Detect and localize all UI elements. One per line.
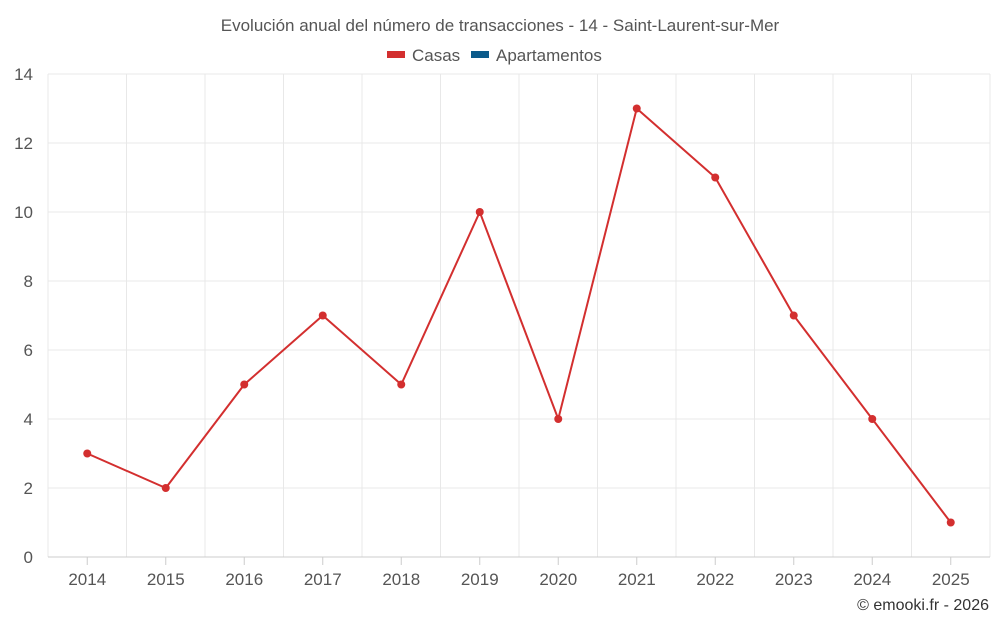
legend-label-casas: Casas [412, 46, 460, 65]
series-line [86, 107, 952, 524]
legend-label-apartamentos: Apartamentos [496, 46, 602, 65]
x-tick-label: 2018 [382, 570, 420, 589]
data-point[interactable] [240, 380, 249, 389]
data-point[interactable] [554, 415, 563, 423]
legend-item-casas[interactable]: Casas [387, 46, 460, 65]
data-point[interactable] [475, 208, 484, 216]
y-tick-label: 0 [24, 548, 33, 567]
y-tick-label: 12 [14, 134, 33, 153]
chart-title: Evolución anual del número de transaccio… [221, 16, 780, 35]
data-point[interactable] [868, 415, 877, 423]
credit-text: © emooki.fr - 2026 [857, 597, 989, 614]
legend-item-apartamentos[interactable]: Apartamentos [471, 46, 602, 65]
legend-swatch-casas [387, 51, 405, 58]
x-tick-label: 2014 [68, 570, 106, 589]
data-point[interactable] [397, 380, 406, 389]
y-tick-label: 6 [24, 341, 33, 360]
x-tick-label: 2017 [304, 570, 342, 589]
data-point[interactable] [318, 311, 327, 320]
y-tick-label: 4 [24, 410, 33, 429]
x-tick-label: 2015 [147, 570, 185, 589]
y-tick-label: 8 [24, 272, 33, 291]
y-tick-label: 2 [24, 479, 33, 498]
data-point[interactable] [711, 173, 720, 182]
legend: Casas Apartamentos [387, 46, 602, 65]
data-point[interactable] [83, 449, 92, 458]
x-tick-label: 2025 [932, 570, 970, 589]
x-tick-label: 2016 [225, 570, 263, 589]
x-tick-label: 2024 [853, 570, 891, 589]
y-axis-tick-labels: 0 2 4 6 8 10 12 14 [14, 65, 33, 567]
data-point[interactable] [161, 484, 170, 492]
legend-swatch-apartamentos [471, 51, 489, 58]
data-point[interactable] [946, 518, 955, 527]
series-casas [83, 104, 955, 527]
x-tick-label: 2021 [618, 570, 656, 589]
data-point[interactable] [632, 104, 641, 113]
y-tick-label: 10 [14, 203, 33, 222]
x-tick-label: 2020 [539, 570, 577, 589]
data-point[interactable] [789, 311, 798, 320]
x-tick-label: 2022 [696, 570, 734, 589]
x-axis-tick-labels: 2014 2015 2016 2017 2018 2019 2020 2021 2022 2023… [68, 557, 970, 589]
x-tick-label: 2023 [775, 570, 813, 589]
x-gridlines [47, 74, 991, 557]
x-tick-label: 2019 [461, 570, 499, 589]
y-tick-label: 14 [14, 65, 33, 84]
y-gridlines [48, 73, 990, 489]
